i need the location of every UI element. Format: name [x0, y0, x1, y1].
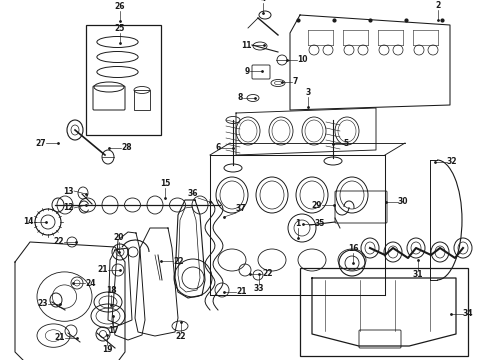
Text: 14: 14 — [24, 217, 34, 226]
Text: 9: 9 — [245, 67, 250, 76]
Text: 22: 22 — [53, 238, 64, 247]
Text: 2: 2 — [436, 1, 441, 10]
Text: 20: 20 — [114, 233, 124, 242]
Text: 7: 7 — [292, 77, 297, 86]
Text: 5: 5 — [343, 139, 348, 148]
Text: 11: 11 — [242, 40, 252, 49]
Text: 22: 22 — [176, 332, 186, 341]
Text: 1: 1 — [295, 219, 301, 228]
Text: 4: 4 — [260, 0, 266, 3]
Text: 30: 30 — [398, 198, 409, 207]
Text: 32: 32 — [447, 158, 458, 166]
Bar — [134, 90, 150, 110]
Text: 3: 3 — [305, 88, 311, 97]
Text: 31: 31 — [413, 270, 423, 279]
Text: 22: 22 — [173, 256, 183, 266]
Text: 27: 27 — [35, 139, 46, 148]
Text: 13: 13 — [64, 186, 74, 195]
Text: 29: 29 — [312, 201, 322, 210]
Text: 16: 16 — [348, 244, 358, 253]
Text: 37: 37 — [236, 204, 246, 213]
Text: 19: 19 — [102, 345, 112, 354]
Text: 23: 23 — [38, 300, 48, 309]
Text: 28: 28 — [121, 144, 132, 153]
Text: 25: 25 — [115, 24, 125, 33]
Text: 26: 26 — [115, 2, 125, 11]
Text: 36: 36 — [188, 189, 198, 198]
Text: 21: 21 — [54, 333, 65, 342]
Text: 8: 8 — [238, 94, 243, 103]
Text: 10: 10 — [297, 55, 308, 64]
Text: 33: 33 — [254, 284, 264, 293]
Text: 35: 35 — [315, 220, 325, 229]
Text: 21: 21 — [98, 266, 108, 274]
Text: 22: 22 — [262, 270, 272, 279]
Bar — [86, 25, 161, 135]
Text: 24: 24 — [85, 279, 96, 288]
Bar — [300, 268, 468, 356]
Text: 18: 18 — [106, 286, 116, 295]
Text: 17: 17 — [108, 326, 118, 335]
Text: 15: 15 — [160, 179, 170, 188]
Text: 12: 12 — [64, 203, 74, 212]
Text: 34: 34 — [463, 310, 473, 319]
Text: 21: 21 — [236, 288, 246, 297]
Text: 6: 6 — [216, 144, 221, 153]
